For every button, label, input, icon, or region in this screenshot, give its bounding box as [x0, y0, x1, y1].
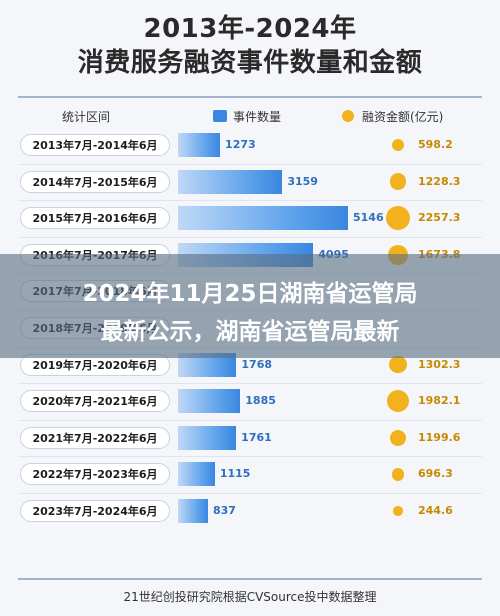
period-label: 2015年7月-2016年6月: [20, 207, 170, 230]
row-separator: [18, 200, 482, 202]
count-bar: [178, 389, 241, 414]
period-header: 统计区间: [62, 110, 111, 124]
overlay-line-1: 2024年11月25日湖南省运管局: [82, 281, 418, 307]
amount-dot: [389, 355, 407, 374]
top-rule: [18, 96, 482, 98]
chart-subtitle: 消费服务融资事件数量和金额: [77, 48, 423, 78]
amount-dot: [389, 429, 407, 447]
count-bar: [178, 425, 237, 450]
count-label: 1768: [241, 357, 273, 371]
count-bar: [178, 169, 283, 194]
amount-label: 1302.3: [418, 357, 461, 371]
period-label: 2014年7月-2015年6月: [20, 170, 170, 193]
legend-bar-swatch: [213, 110, 227, 122]
count-label: 1115: [219, 467, 251, 481]
period-label: 2023年7月-2024年6月: [20, 500, 170, 522]
row-separator: [18, 163, 482, 165]
overlay-line-2: 最新公示，湖南省运管局最新: [100, 319, 400, 345]
count-label: 5146: [353, 211, 384, 225]
row-separator: [18, 383, 482, 385]
count-label: 1885: [245, 394, 276, 408]
row-separator: [18, 419, 482, 421]
row-separator: [18, 236, 482, 238]
amount-label: 244.6: [418, 504, 453, 517]
source-note: 21世纪创投研究院根据CVSource投中数据整理: [123, 590, 377, 604]
amount-label: 598.2: [418, 138, 453, 151]
amount-dot: [386, 206, 410, 231]
amount-dot: [386, 390, 410, 413]
bottom-rule: [18, 578, 482, 580]
amount-label: 1199.6: [418, 430, 461, 444]
row-separator: [18, 456, 482, 458]
period-label: 2021年7月-2022年6月: [20, 426, 170, 449]
count-bar: [178, 206, 348, 231]
amount-label: 696.3: [418, 467, 453, 481]
period-label: 2020年7月-2021年6月: [20, 390, 170, 413]
count-label: 3159: [287, 174, 318, 188]
count-label: 1273: [225, 138, 256, 151]
count-label: 1761: [241, 430, 272, 444]
amount-dot: [391, 138, 405, 152]
count-bar: [178, 462, 215, 487]
count-bar: [178, 499, 208, 523]
count-bar: [178, 133, 221, 157]
amount-label: 1982.1: [418, 394, 461, 408]
amount-label: 2257.3: [418, 211, 461, 225]
legend-count-label: 事件数量: [233, 110, 282, 124]
amount-dot: [391, 467, 405, 481]
legend-dot-swatch: [342, 110, 354, 122]
amount-dot: [393, 506, 403, 516]
count-label: 837: [213, 504, 236, 517]
period-label: 2013年7月-2014年6月: [20, 134, 170, 156]
overlay-banner: 2024年11月25日湖南省运管局 最新公示，湖南省运管局最新: [0, 254, 500, 358]
row-separator: [18, 493, 482, 494]
period-label: 2022年7月-2023年6月: [20, 463, 170, 486]
amount-dot: [389, 173, 407, 190]
chart-title: 2013年-2024年: [143, 14, 357, 44]
amount-label: 1228.3: [418, 174, 461, 188]
legend-amount-label: 融资金额(亿元): [362, 110, 444, 124]
